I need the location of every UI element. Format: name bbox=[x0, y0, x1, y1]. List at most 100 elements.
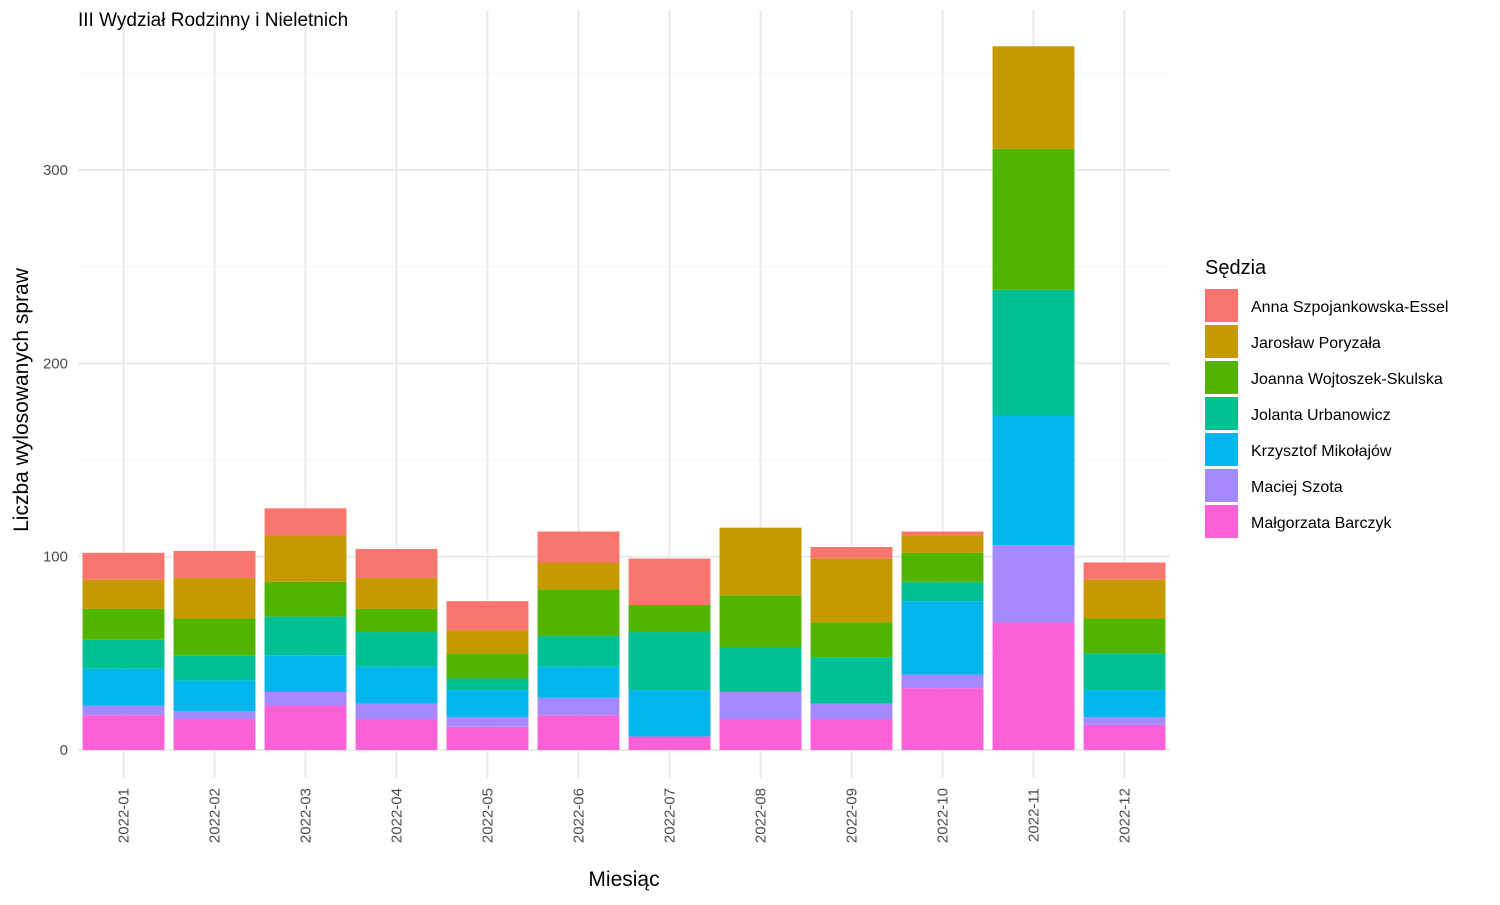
bar-segment bbox=[901, 581, 984, 602]
bar-segment bbox=[264, 655, 347, 692]
bar-segment bbox=[82, 552, 165, 580]
bar-segment bbox=[1083, 690, 1166, 718]
bar-segment bbox=[355, 577, 438, 609]
bar-segment bbox=[719, 647, 802, 692]
bar-segment bbox=[901, 674, 984, 689]
legend-key bbox=[1205, 325, 1238, 358]
bar-segment bbox=[537, 715, 620, 750]
y-tick-label: 0 bbox=[60, 742, 68, 759]
x-tick-label: 2022-05 bbox=[480, 788, 497, 843]
bar-segment bbox=[446, 690, 529, 718]
legend-key bbox=[1205, 505, 1238, 538]
bar-segment bbox=[537, 589, 620, 636]
bar-segment bbox=[719, 595, 802, 648]
bar-segment bbox=[810, 547, 893, 559]
bar-segment bbox=[264, 508, 347, 536]
legend-label: Małgorzata Barczyk bbox=[1251, 515, 1392, 532]
bar-segment bbox=[992, 545, 1075, 623]
bar-segment bbox=[446, 717, 529, 727]
bar-segment bbox=[173, 680, 256, 712]
bar-segment bbox=[537, 531, 620, 563]
legend-label: Jarosław Poryzała bbox=[1251, 335, 1381, 352]
bar-segment bbox=[901, 535, 984, 553]
bar-segment bbox=[901, 688, 984, 750]
x-tick-label: 2022-03 bbox=[298, 788, 315, 843]
legend-label: Maciej Szota bbox=[1251, 479, 1343, 496]
bar-segment bbox=[264, 581, 347, 617]
x-tick-label: 2022-02 bbox=[207, 788, 224, 843]
x-tick-label: 2022-01 bbox=[116, 788, 133, 843]
legend-key bbox=[1205, 433, 1238, 466]
x-tick-label: 2022-12 bbox=[1117, 788, 1134, 843]
legend-label: Joanna Wojtoszek-Skulska bbox=[1251, 371, 1443, 388]
bar-segment bbox=[810, 719, 893, 750]
bar-segment bbox=[810, 558, 893, 623]
x-tick-label: 2022-06 bbox=[571, 788, 588, 843]
bar-segment bbox=[355, 666, 438, 704]
y-tick-label: 200 bbox=[43, 355, 68, 372]
bar-segment bbox=[355, 632, 438, 667]
bar-segment bbox=[1083, 653, 1166, 691]
bar-segment bbox=[173, 550, 256, 578]
bar-segment bbox=[1083, 579, 1166, 619]
bar-segment bbox=[719, 692, 802, 720]
bar-segment bbox=[1083, 717, 1166, 725]
x-tick-label: 2022-09 bbox=[844, 788, 861, 843]
bar-segment bbox=[628, 632, 711, 691]
bar-segment bbox=[173, 711, 256, 720]
legend-key bbox=[1205, 361, 1238, 394]
bar-segment bbox=[537, 697, 620, 716]
bar-segment bbox=[628, 605, 711, 633]
bar-segment bbox=[537, 562, 620, 590]
bar-segment bbox=[82, 639, 165, 669]
bar-segment bbox=[719, 527, 802, 596]
bar-segment bbox=[992, 148, 1075, 290]
bar-segment bbox=[82, 705, 165, 716]
x-tick-label: 2022-07 bbox=[662, 788, 679, 843]
bar-segment bbox=[628, 690, 711, 737]
bar-segment bbox=[628, 736, 711, 750]
bar-segment bbox=[355, 608, 438, 633]
x-tick-label: 2022-04 bbox=[389, 788, 406, 843]
bar-segment bbox=[264, 692, 347, 706]
x-axis-title: Miesiąc bbox=[588, 868, 659, 891]
x-tick-label: 2022-11 bbox=[1026, 788, 1043, 842]
bar-segment bbox=[173, 577, 256, 619]
bar-segment bbox=[810, 657, 893, 704]
bar-segment bbox=[82, 715, 165, 750]
bar-segment bbox=[82, 668, 165, 706]
bar-segment bbox=[173, 719, 256, 750]
legend-label: Jolanta Urbanowicz bbox=[1251, 407, 1391, 424]
x-tick-label: 2022-10 bbox=[935, 788, 952, 843]
bar-segment bbox=[992, 289, 1075, 416]
bar-segment bbox=[82, 608, 165, 640]
bar-segment bbox=[992, 415, 1075, 546]
x-tick-label: 2022-08 bbox=[753, 788, 770, 843]
bar-segment bbox=[446, 726, 529, 750]
bar-segment bbox=[901, 601, 984, 675]
bar-segment bbox=[173, 655, 256, 681]
bar-segment bbox=[446, 653, 529, 679]
bar-segment bbox=[992, 622, 1075, 750]
bar-segment bbox=[264, 535, 347, 582]
legend-label: Krzysztof Mikołajów bbox=[1251, 443, 1392, 460]
bar-segment bbox=[810, 703, 893, 720]
bar-segment bbox=[173, 618, 256, 656]
bar-segment bbox=[719, 719, 802, 750]
legend-label: Anna Szpojankowska-Essel bbox=[1251, 299, 1448, 316]
bar-segment bbox=[446, 678, 529, 691]
bar-segment bbox=[355, 719, 438, 750]
bar-segment bbox=[446, 601, 529, 631]
bar-segment bbox=[264, 705, 347, 750]
y-tick-label: 100 bbox=[43, 549, 68, 566]
legend-title: Sędzia bbox=[1205, 257, 1267, 279]
bar-segment bbox=[1083, 724, 1166, 750]
legend-key bbox=[1205, 469, 1238, 502]
bar-segment bbox=[355, 548, 438, 578]
bar-segment bbox=[992, 46, 1075, 149]
bar-segment bbox=[537, 635, 620, 667]
bar-segment bbox=[810, 622, 893, 658]
legend-key bbox=[1205, 397, 1238, 430]
y-axis-title: Liczba wylosowanych spraw bbox=[10, 267, 33, 532]
bar-segment bbox=[901, 531, 984, 536]
